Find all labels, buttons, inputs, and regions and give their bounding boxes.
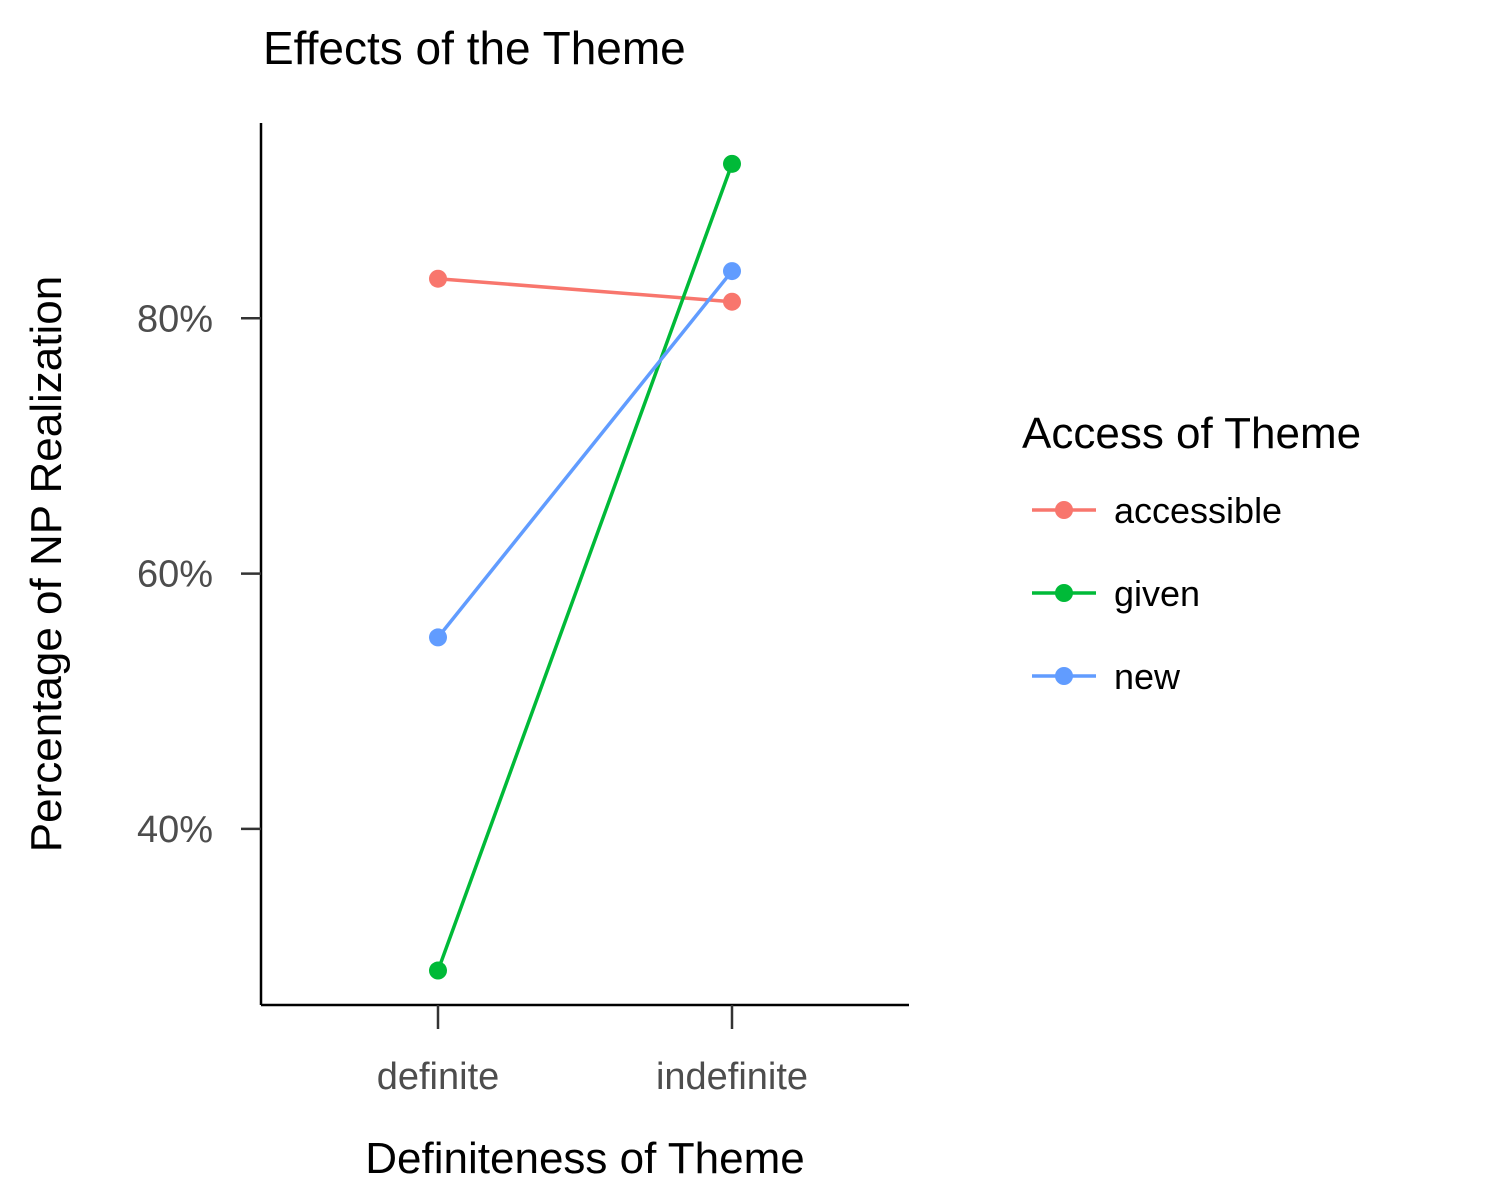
x-ticks: definite indefinite [377,1005,808,1098]
legend-title: Access of Theme [1022,409,1361,458]
legend-key-point [1055,667,1073,685]
legend-key-point [1055,584,1073,602]
legend-label: accessible [1114,490,1282,531]
y-ticks: 40% 60% 80% [137,298,261,851]
y-tick-label: 80% [137,298,213,340]
legend-item-new: new [1032,656,1181,697]
legend-item-accessible: accessible [1032,490,1282,531]
data-point-given-indefinite [723,154,741,173]
data-point-given-definite [429,961,447,980]
y-tick-label: 60% [137,554,213,596]
data-point-accessible-definite [429,269,447,288]
legend-label: new [1114,656,1181,697]
series-new [429,262,741,647]
y-tick-label: 40% [137,809,213,851]
series-layer [429,154,741,980]
legend-item-given: given [1032,573,1200,614]
data-point-new-definite [429,628,447,647]
data-point-accessible-indefinite [723,292,741,311]
x-tick-label: indefinite [656,1056,808,1098]
y-axis-title: Percentage of NP Realization [22,276,71,852]
series-line-new [436,269,734,639]
legend-items: accessible given new [1032,490,1282,697]
legend-key-point [1055,501,1073,519]
series-accessible [429,269,741,311]
x-tick-label: definite [377,1056,500,1098]
x-axis-title: Definiteness of Theme [365,1134,804,1183]
legend-label: given [1114,573,1200,614]
series-line-given [436,163,734,972]
data-point-new-indefinite [723,262,741,281]
legend: Access of Theme accessible given new [1022,409,1361,697]
series-given [429,154,741,980]
chart-title: Effects of the Theme [263,22,686,74]
